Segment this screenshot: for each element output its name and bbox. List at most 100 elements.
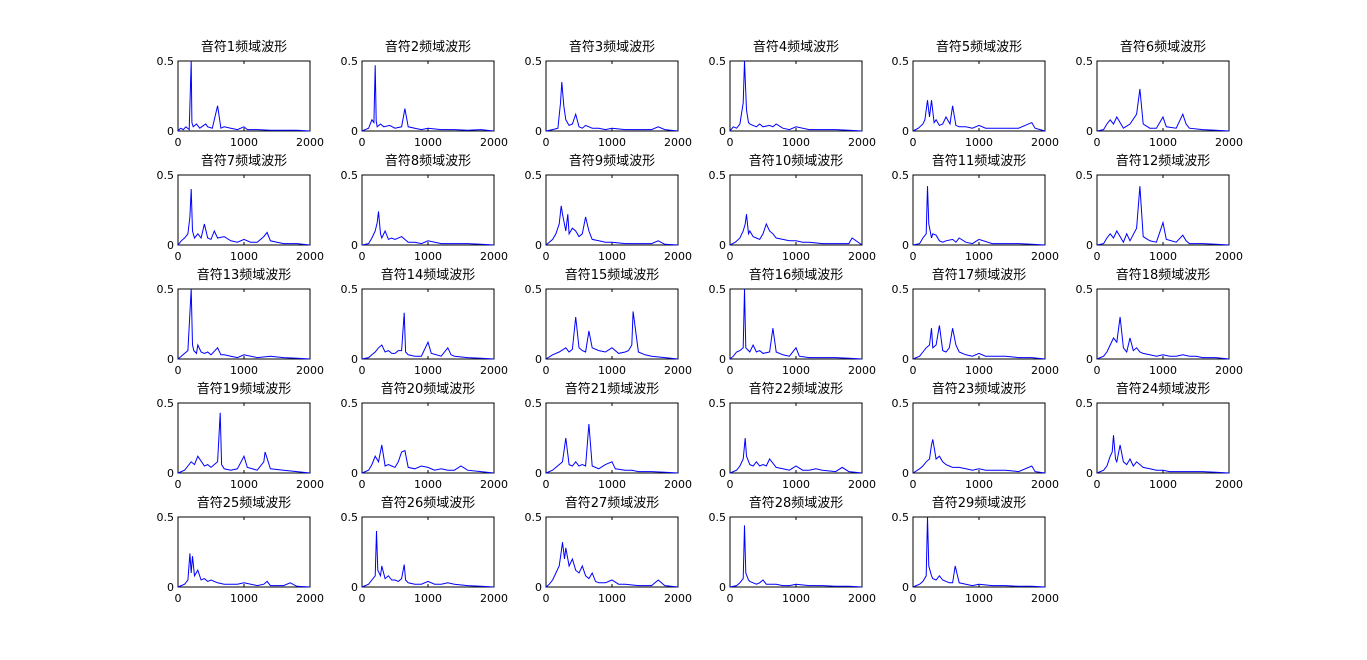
subplot-title: 音符6频域波形 [1120, 39, 1206, 55]
y-tick-label: 0 [902, 581, 909, 594]
y-tick-label: 0 [535, 581, 542, 594]
x-tick-label: 0 [727, 592, 734, 605]
subplot-title: 音符10频域波形 [749, 153, 844, 169]
x-tick-label: 1000 [598, 478, 626, 491]
axes-box [729, 174, 863, 246]
x-tick-label: 0 [727, 364, 734, 377]
y-tick-label: 0 [535, 125, 542, 138]
x-tick-label: 2000 [296, 478, 324, 491]
x-tick-label: 1000 [230, 250, 258, 263]
x-tick-label: 2000 [664, 250, 692, 263]
axes-box [545, 516, 679, 588]
axes-box [729, 60, 863, 132]
axes-box [1096, 288, 1230, 360]
y-tick-label: 0.5 [341, 55, 359, 68]
subplot-title: 音符28频域波形 [749, 495, 844, 511]
axes-box [177, 60, 311, 132]
axes-box [729, 402, 863, 474]
x-tick-label: 2000 [664, 364, 692, 377]
y-tick-label: 0 [1086, 353, 1093, 366]
y-tick-label: 0.5 [1076, 55, 1094, 68]
y-tick-label: 0 [1086, 467, 1093, 480]
subplot-title: 音符11频域波形 [932, 153, 1027, 169]
spectrum-series-line [912, 100, 1046, 132]
x-tick-label: 0 [1094, 250, 1101, 263]
y-tick-label: 0.5 [157, 511, 175, 524]
spectrum-series-line [545, 205, 679, 246]
x-tick-label: 0 [175, 592, 182, 605]
x-tick-label: 1000 [598, 136, 626, 149]
y-tick-label: 0.5 [157, 397, 175, 410]
axes-box [545, 174, 679, 246]
subplot-title: 音符26频域波形 [381, 495, 476, 511]
y-tick-label: 0 [535, 467, 542, 480]
x-tick-label: 2000 [848, 478, 876, 491]
subplot-title: 音符16频域波形 [749, 267, 844, 283]
subplot-title: 音符8频域波形 [385, 153, 471, 169]
y-tick-label: 0 [167, 467, 174, 480]
subplot-title: 音符22频域波形 [749, 381, 844, 397]
x-tick-label: 1000 [1149, 250, 1177, 263]
axes-box [1096, 60, 1230, 132]
y-tick-label: 0 [535, 353, 542, 366]
x-tick-label: 2000 [296, 364, 324, 377]
y-tick-label: 0.5 [1076, 397, 1094, 410]
x-tick-label: 2000 [1031, 592, 1059, 605]
spectrum-series-line [177, 412, 311, 474]
y-tick-label: 0 [167, 581, 174, 594]
y-tick-label: 0.5 [341, 511, 359, 524]
spectrum-series-line [729, 288, 863, 360]
subplot-title: 音符12频域波形 [1116, 153, 1211, 169]
axes-box [912, 402, 1046, 474]
y-tick-label: 0 [167, 125, 174, 138]
x-tick-label: 2000 [1031, 250, 1059, 263]
y-tick-label: 0.5 [892, 55, 910, 68]
spectrum-series-line [545, 542, 679, 588]
y-tick-label: 0.5 [525, 169, 543, 182]
subplot-title: 音符5频域波形 [936, 39, 1022, 55]
y-tick-label: 0 [351, 353, 358, 366]
x-tick-label: 1000 [230, 592, 258, 605]
x-tick-label: 0 [175, 250, 182, 263]
y-tick-label: 0 [719, 581, 726, 594]
x-tick-label: 2000 [848, 592, 876, 605]
subplot-note-13: 音符13频域波形 0 1000 2000 0 0.5 [157, 267, 325, 377]
y-tick-label: 0.5 [341, 397, 359, 410]
y-tick-label: 0.5 [1076, 283, 1094, 296]
x-tick-label: 2000 [1031, 136, 1059, 149]
subplot-note-12: 音符12频域波形 0 1000 2000 0 0.5 [1076, 153, 1244, 263]
subplot-note-10: 音符10频域波形 0 1000 2000 0 0.5 [709, 153, 877, 263]
subplot-title: 音符27频域波形 [565, 495, 660, 511]
x-tick-label: 0 [543, 250, 550, 263]
spectrum-series-line [912, 516, 1046, 588]
subplot-title: 音符29频域波形 [932, 495, 1027, 511]
subplot-note-28: 音符28频域波形 0 1000 2000 0 0.5 [709, 495, 877, 605]
subplot-note-25: 音符25频域波形 0 1000 2000 0 0.5 [157, 495, 325, 605]
y-tick-label: 0 [351, 467, 358, 480]
x-tick-label: 0 [910, 592, 917, 605]
spectrum-series-line [177, 60, 311, 132]
spectrum-series-line [177, 288, 311, 360]
y-tick-label: 0 [351, 125, 358, 138]
y-tick-label: 0.5 [157, 169, 175, 182]
x-tick-label: 2000 [1215, 250, 1243, 263]
subplot-title: 音符24频域波形 [1116, 381, 1211, 397]
subplot-note-21: 音符21频域波形 0 1000 2000 0 0.5 [525, 381, 693, 491]
y-tick-label: 0.5 [341, 283, 359, 296]
x-tick-label: 0 [1094, 136, 1101, 149]
subplot-note-22: 音符22频域波形 0 1000 2000 0 0.5 [709, 381, 877, 491]
x-tick-label: 0 [727, 478, 734, 491]
y-tick-label: 0 [719, 239, 726, 252]
spectrum-series-line [912, 325, 1046, 360]
subplot-note-24: 音符24频域波形 0 1000 2000 0 0.5 [1076, 381, 1244, 491]
subplot-note-26: 音符26频域波形 0 1000 2000 0 0.5 [341, 495, 509, 605]
x-tick-label: 1000 [414, 250, 442, 263]
y-tick-label: 0 [351, 581, 358, 594]
spectrum-series-line [729, 437, 863, 474]
x-tick-label: 1000 [598, 364, 626, 377]
subplot-note-4: 音符4频域波形 0 1000 2000 0 0.5 [709, 39, 877, 149]
subplot-note-18: 音符18频域波形 0 1000 2000 0 0.5 [1076, 267, 1244, 377]
x-tick-label: 1000 [598, 592, 626, 605]
x-tick-label: 0 [910, 364, 917, 377]
x-tick-label: 0 [910, 478, 917, 491]
